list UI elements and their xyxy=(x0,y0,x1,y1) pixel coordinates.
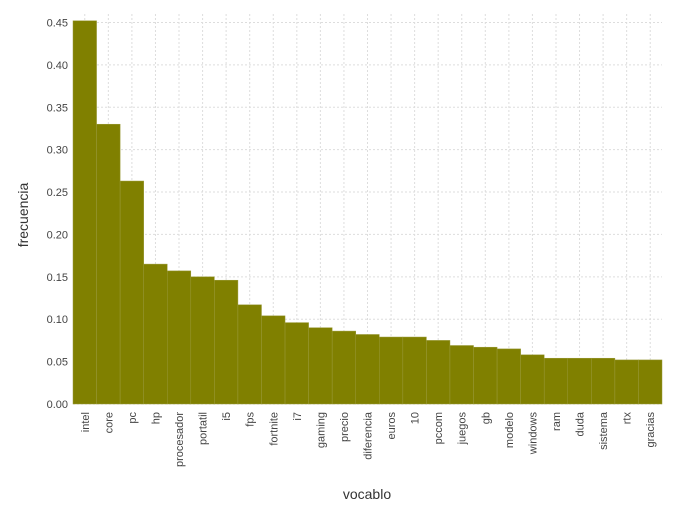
y-tick-label: 0.40 xyxy=(47,60,68,72)
bar-gracias xyxy=(638,359,663,405)
bar-sistema xyxy=(591,357,616,405)
x-axis-ticks: intel core pc hp procesador portatil i5 fps fort… xyxy=(80,411,657,467)
x-tick-label: i7 xyxy=(292,412,304,421)
x-tick-label: core xyxy=(103,412,115,433)
bar-precio xyxy=(331,330,356,405)
x-tick-label: sistema xyxy=(598,411,610,450)
y-tick-label: 0.30 xyxy=(47,145,68,157)
y-tick-label: 0.45 xyxy=(47,17,68,29)
bar-fortnite xyxy=(261,315,286,405)
bar-duda xyxy=(567,357,592,405)
x-tick-label: euros xyxy=(386,412,398,440)
x-tick-label: juegos xyxy=(457,412,469,446)
x-tick-label: precio xyxy=(339,412,351,442)
x-tick-label: portatil xyxy=(198,412,210,445)
x-tick-label: windows xyxy=(527,412,539,456)
x-tick-label: intel xyxy=(80,412,92,432)
x-tick-label: diferencia xyxy=(363,411,375,460)
y-tick-label: 0.00 xyxy=(47,399,68,411)
y-tick-label: 0.35 xyxy=(47,102,68,114)
y-tick-label: 0.15 xyxy=(47,272,68,284)
bar-core xyxy=(96,123,121,405)
bar-intel xyxy=(72,20,97,405)
x-tick-label: gracias xyxy=(645,412,657,448)
bar-windows xyxy=(520,354,545,405)
y-tick-label: 0.10 xyxy=(47,314,68,326)
bar-gaming xyxy=(308,327,333,405)
y-tick-label: 0.20 xyxy=(47,229,68,241)
bar-euros xyxy=(379,336,404,405)
bar-juegos xyxy=(449,345,474,405)
y-axis-ticks: 0.00 0.05 0.10 0.15 0.20 0.25 0.30 0.35 0.40 0.45 xyxy=(47,17,68,411)
bar-ram xyxy=(543,357,569,405)
bar-gb xyxy=(473,346,498,405)
bar-portatil xyxy=(190,276,215,405)
x-tick-label: hp xyxy=(150,412,162,424)
bar-i7 xyxy=(284,322,309,405)
bar-fps xyxy=(237,304,262,405)
bar-hp xyxy=(143,263,168,405)
bar-i5 xyxy=(214,279,239,405)
y-axis-title: frecuencia xyxy=(15,182,31,247)
bar-pccom xyxy=(426,340,451,405)
x-tick-label: gb xyxy=(480,412,492,424)
x-tick-label: modelo xyxy=(504,412,516,448)
y-tick-label: 0.25 xyxy=(47,187,68,199)
y-tick-label: 0.05 xyxy=(47,357,68,369)
bar-modelo xyxy=(496,348,521,405)
x-tick-label: procesador xyxy=(174,412,186,467)
x-tick-label: fortnite xyxy=(268,412,280,446)
bar-rtx xyxy=(614,359,639,405)
bars xyxy=(72,20,663,405)
x-tick-label: ram xyxy=(551,412,563,431)
x-tick-label: pc xyxy=(127,412,139,424)
bar-diferencia xyxy=(355,334,380,405)
x-tick-label: duda xyxy=(575,411,587,436)
x-axis-title: vocablo xyxy=(343,486,391,502)
bar-10 xyxy=(402,336,427,405)
x-tick-label: pccom xyxy=(433,412,445,444)
x-tick-label: gaming xyxy=(315,412,327,448)
x-tick-label: 10 xyxy=(410,412,422,424)
bar-procesador xyxy=(166,270,192,405)
x-tick-label: i5 xyxy=(221,412,233,421)
bar-pc xyxy=(119,180,144,405)
x-tick-label: rtx xyxy=(622,412,634,425)
x-tick-label: fps xyxy=(245,412,257,427)
